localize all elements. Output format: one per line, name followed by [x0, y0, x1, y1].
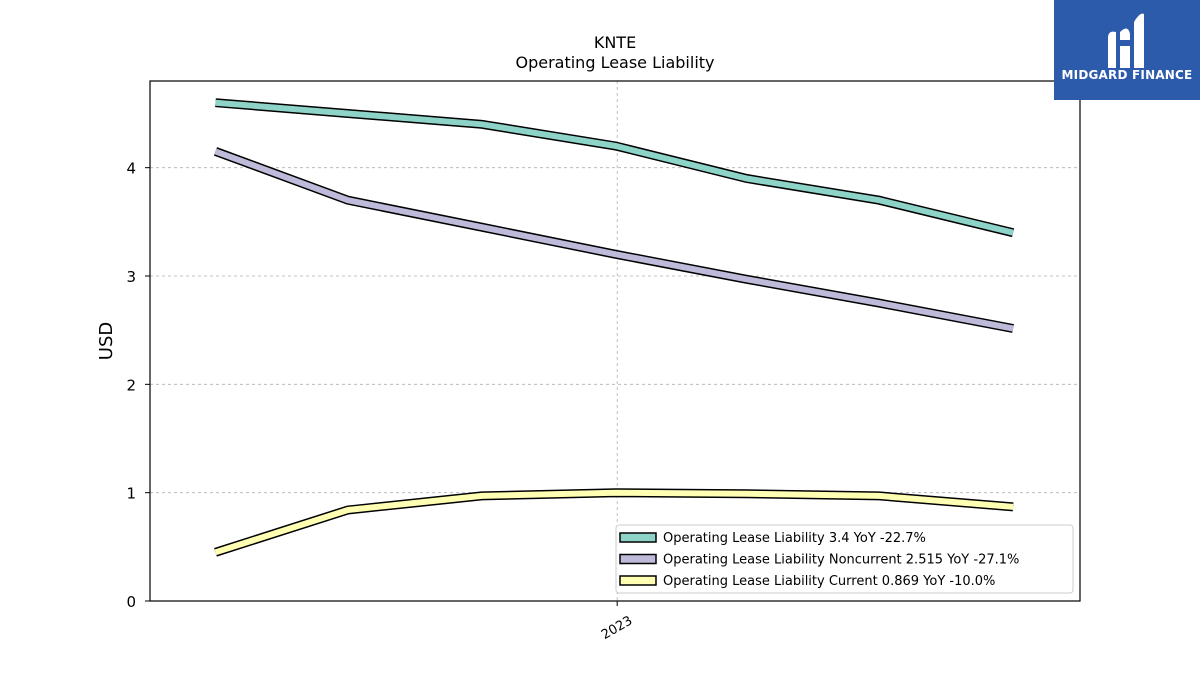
series-line	[215, 99, 1014, 236]
legend-box	[615, 524, 1074, 594]
y-tick-label: 2	[126, 376, 136, 394]
series-line	[214, 148, 1014, 332]
y-tick-label: 0	[126, 593, 136, 611]
brand-name: MIDGARD FINANCE	[1061, 68, 1193, 82]
y-tick-label: 3	[126, 268, 136, 286]
legend-label: Operating Lease Liability Noncurrent 2.5…	[663, 553, 1019, 568]
chart-subtitle: Operating Lease Liability	[515, 53, 714, 72]
chart-title: KNTE	[594, 33, 636, 52]
y-tick-label: 4	[126, 160, 136, 178]
series-line-outline	[213, 147, 1014, 333]
x-axis: 2023	[599, 601, 635, 643]
y-tick-label: 1	[126, 485, 136, 503]
series-layer	[213, 98, 1015, 557]
legend-swatch	[619, 553, 657, 565]
grid-lines	[150, 81, 1080, 602]
brand-logo: MIDGARD FINANCE	[1054, 0, 1200, 100]
y-axis: 0 1 2 3 4	[126, 160, 150, 611]
plot-frame	[149, 80, 1081, 602]
logo-mark-icon	[1108, 13, 1144, 69]
y-axis-label: USD	[96, 322, 117, 360]
legend: Operating Lease Liability 3.4 YoY -22.7%…	[615, 524, 1074, 594]
series-line	[214, 489, 1014, 556]
x-tick-label: 2023	[599, 613, 635, 643]
legend-swatch	[619, 532, 657, 543]
legend-label: Operating Lease Liability 3.4 YoY -22.7%	[663, 531, 926, 546]
legend-label: Operating Lease Liability Current 0.869 …	[663, 574, 995, 589]
legend-swatch	[619, 575, 657, 586]
